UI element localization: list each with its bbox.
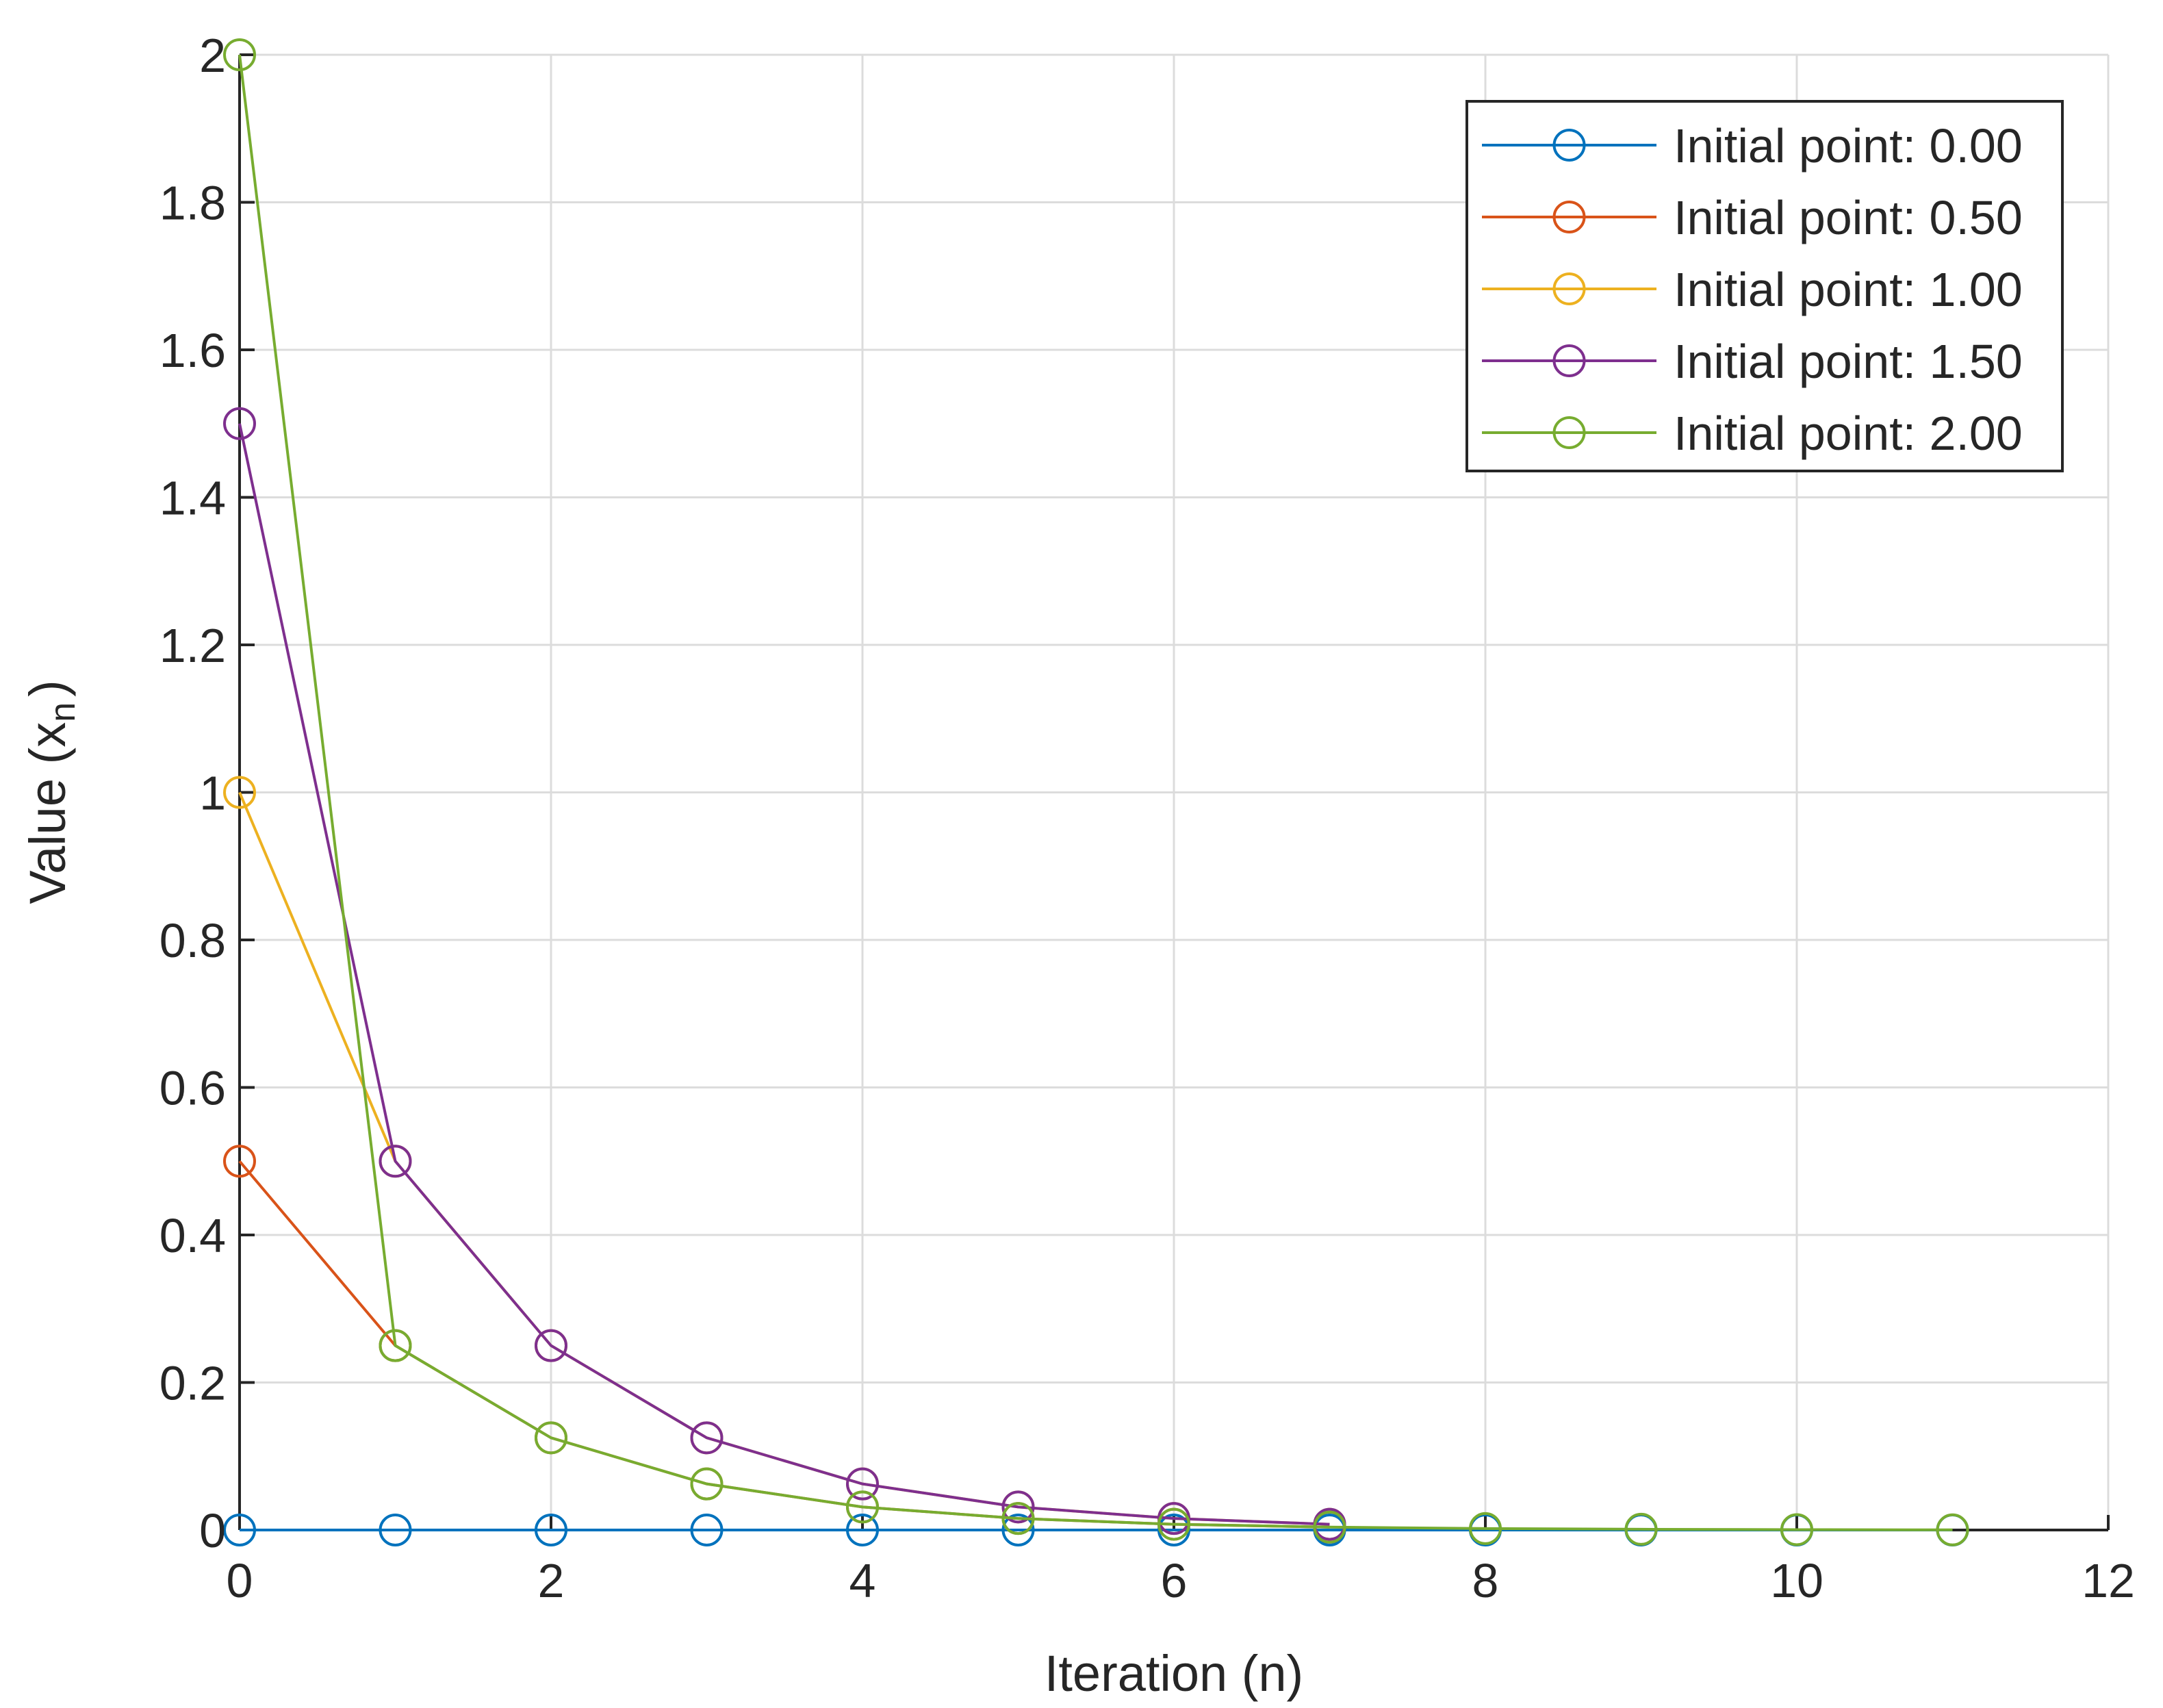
y-axis-label-main: Value (x — [19, 722, 76, 904]
y-axis-label: Value (xn) — [19, 680, 83, 904]
y-axis-label-close: ) — [19, 680, 76, 697]
data-point — [535, 1421, 567, 1455]
legend-label: Initial point: 1.50 — [1674, 335, 2023, 388]
data-point — [1001, 1514, 1035, 1546]
series-line — [238, 423, 1330, 1526]
legend-entry: Initial point: 0.00 — [1482, 119, 2023, 173]
legend-entry: Initial point: 1.50 — [1482, 335, 2023, 388]
data-point — [1001, 1490, 1035, 1524]
y-tick-label: 0.6 — [159, 1062, 226, 1115]
y-tick-label: 1.4 — [159, 472, 226, 525]
legend-label: Initial point: 1.00 — [1674, 263, 2023, 316]
x-tick-label: 8 — [1472, 1554, 1499, 1607]
data-point — [846, 1490, 879, 1524]
legend: Initial point: 0.00 Initial point: 0.50 In… — [1466, 100, 2064, 472]
legend-label: Initial point: 2.00 — [1674, 407, 2023, 460]
data-point — [223, 38, 256, 71]
legend-swatch-marker — [1552, 272, 1586, 305]
data-point — [1936, 1513, 1969, 1546]
y-tick-label: 0.4 — [159, 1209, 226, 1262]
data-point — [1469, 1512, 1502, 1545]
data-point — [1313, 1510, 1346, 1544]
data-point — [1780, 1513, 1813, 1546]
data-point — [223, 1514, 256, 1546]
data-point — [223, 407, 256, 440]
y-tick-label: 1.6 — [159, 324, 226, 377]
x-tick-label: 12 — [2082, 1554, 2135, 1607]
data-point — [1001, 1502, 1035, 1535]
x-tick-label: 10 — [1770, 1554, 1823, 1607]
y-tick-label: 1 — [199, 767, 226, 820]
legend-box — [1466, 100, 2064, 472]
x-tick-label: 6 — [1161, 1554, 1188, 1607]
y-axis-label-subscript: n — [43, 702, 83, 722]
y-tick-label: 0.8 — [159, 914, 226, 967]
tick-labels: 0 2 4 6 8 10 12 0 0.2 0.4 0.6 0.8 1 1.2 1.4 1.6 1.8 2 — [159, 29, 2135, 1607]
legend-swatch-marker — [1552, 344, 1586, 377]
data-point — [535, 1329, 567, 1362]
x-tick-label: 0 — [227, 1554, 253, 1607]
legend-swatch-marker — [1552, 416, 1586, 449]
data-point — [535, 1514, 567, 1546]
legend-entry: Initial point: 1.00 — [1482, 263, 2023, 316]
data-point — [846, 1467, 879, 1501]
data-point — [690, 1514, 724, 1546]
data-point — [690, 1467, 724, 1501]
x-tick-label: 2 — [538, 1554, 565, 1607]
y-tick-label: 2 — [199, 29, 226, 82]
y-tick-label: 0 — [199, 1504, 226, 1557]
legend-swatch-marker — [1552, 201, 1586, 233]
data-point — [690, 1421, 724, 1455]
data-point — [379, 1145, 412, 1178]
data-point — [846, 1514, 879, 1546]
legend-label: Initial point: 0.00 — [1674, 119, 2023, 173]
series-4 — [223, 38, 1969, 1546]
y-tick-label: 1.2 — [159, 619, 226, 672]
data-point — [1624, 1512, 1658, 1546]
y-tick-label: 1.8 — [159, 177, 226, 230]
legend-label: Initial point: 0.50 — [1674, 191, 2023, 244]
series-layer — [223, 38, 1969, 1546]
data-point — [223, 776, 256, 809]
legend-swatch-marker — [1552, 129, 1586, 162]
data-point — [223, 1145, 256, 1178]
y-tick-label: 0.2 — [159, 1357, 226, 1410]
data-point — [1157, 1507, 1190, 1541]
x-axis-label: Iteration (n) — [1045, 1645, 1303, 1702]
x-tick-label: 4 — [849, 1554, 876, 1607]
data-point — [379, 1514, 412, 1546]
legend-entry: Initial point: 2.00 — [1482, 407, 2023, 460]
series-line — [238, 54, 1953, 1531]
data-point — [379, 1329, 412, 1362]
legend-entry: Initial point: 0.50 — [1482, 191, 2023, 244]
